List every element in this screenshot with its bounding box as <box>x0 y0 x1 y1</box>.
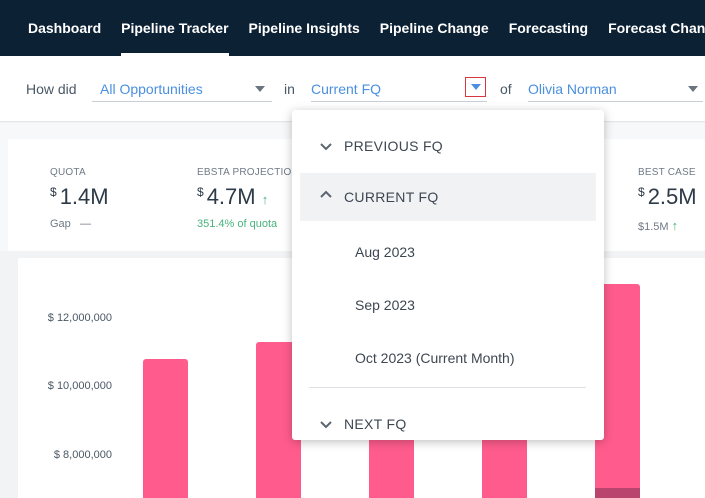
kpi-card-right <box>604 139 705 251</box>
arrow-up-icon: ↑ <box>261 192 269 207</box>
y-tick-label: $ 12,000,000 <box>47 312 112 324</box>
filter-in-text: in <box>284 81 295 97</box>
kpi-quota-gap-value: — <box>79 218 91 230</box>
dropdown-group-next-fq[interactable]: NEXT FQ <box>300 400 596 448</box>
arrow-up-icon: ↑ <box>671 218 679 233</box>
kpi-card-left <box>8 139 300 251</box>
kpi-best-case-value: 2.5M <box>647 184 697 209</box>
period-select[interactable]: Current FQ <box>311 76 487 102</box>
kpi-quota-label: QUOTA <box>50 167 86 178</box>
kpi-quota: QUOTA $1.4M Gap — <box>50 167 109 230</box>
opportunity-select[interactable]: All Opportunities <box>92 76 272 102</box>
kpi-best-case-currency: $ <box>638 185 645 199</box>
dropdown-group-label: CURRENT FQ <box>344 189 439 205</box>
kpi-projection-label: EBSTA PROJECTION <box>197 167 299 178</box>
chart-bar[interactable] <box>143 359 188 498</box>
dropdown-group-label: NEXT FQ <box>344 416 407 432</box>
dropdown-divider <box>309 387 586 388</box>
period-dropdown-menu: PREVIOUS FQ CURRENT FQ Aug 2023 Sep 2023… <box>292 110 604 440</box>
chevron-down-icon <box>255 86 265 92</box>
dropdown-option-aug-2023[interactable]: Aug 2023 <box>355 244 415 260</box>
chart-bar-segment[interactable] <box>595 487 640 498</box>
nav-pipeline-insights[interactable]: Pipeline Insights <box>248 20 360 36</box>
chevron-down-icon <box>320 421 332 429</box>
kpi-best-case: BEST CASE $2.5M $1.5M ↑ <box>638 167 697 233</box>
kpi-projection-sub: 351.4% of quota <box>197 218 278 230</box>
kpi-quota-value: 1.4M <box>59 184 109 209</box>
filter-prefix-text: How did <box>26 81 77 97</box>
y-tick-label: $ 8,000,000 <box>53 449 112 461</box>
chevron-up-icon <box>320 190 332 198</box>
dropdown-group-previous-fq[interactable]: PREVIOUS FQ <box>300 122 596 170</box>
filter-of-text: of <box>500 81 512 97</box>
y-tick-label: $ 10,000,000 <box>47 380 112 392</box>
dropdown-option-sep-2023[interactable]: Sep 2023 <box>355 297 415 313</box>
kpi-projection-value: 4.7M <box>206 184 256 209</box>
chevron-down-icon <box>320 143 332 151</box>
dropdown-group-label: PREVIOUS FQ <box>344 138 443 154</box>
period-dropdown-toggle[interactable] <box>465 77 486 97</box>
nav-dashboard[interactable]: Dashboard <box>28 20 102 36</box>
opportunity-select-value: All Opportunities <box>100 81 203 97</box>
nav-forecasting[interactable]: Forecasting <box>508 20 589 36</box>
period-select-value: Current FQ <box>311 81 382 97</box>
kpi-quota-gap-label: Gap <box>50 218 71 230</box>
top-nav-bar: Dashboard Pipeline Tracker Pipeline Insi… <box>0 0 705 56</box>
dropdown-option-oct-2023[interactable]: Oct 2023 (Current Month) <box>355 350 515 366</box>
kpi-best-case-label: BEST CASE <box>638 167 696 178</box>
owner-select-value: Olivia Norman <box>528 81 617 97</box>
chevron-down-icon <box>688 86 698 92</box>
kpi-quota-currency: $ <box>50 185 57 199</box>
kpi-projection-currency: $ <box>197 185 204 199</box>
kpi-projection: EBSTA PROJECTION $4.7M ↑ 351.4% of quota <box>197 167 299 230</box>
kpi-best-case-sub: $1.5M <box>638 221 669 233</box>
dropdown-group-current-fq[interactable]: CURRENT FQ <box>300 173 596 221</box>
nav-pipeline-tracker[interactable]: Pipeline Tracker <box>111 0 238 56</box>
nav-pipeline-change[interactable]: Pipeline Change <box>379 20 489 36</box>
nav-forecast-change[interactable]: Forecast Change <box>608 20 705 36</box>
chevron-down-icon <box>471 84 481 90</box>
owner-select[interactable]: Olivia Norman <box>528 76 703 102</box>
